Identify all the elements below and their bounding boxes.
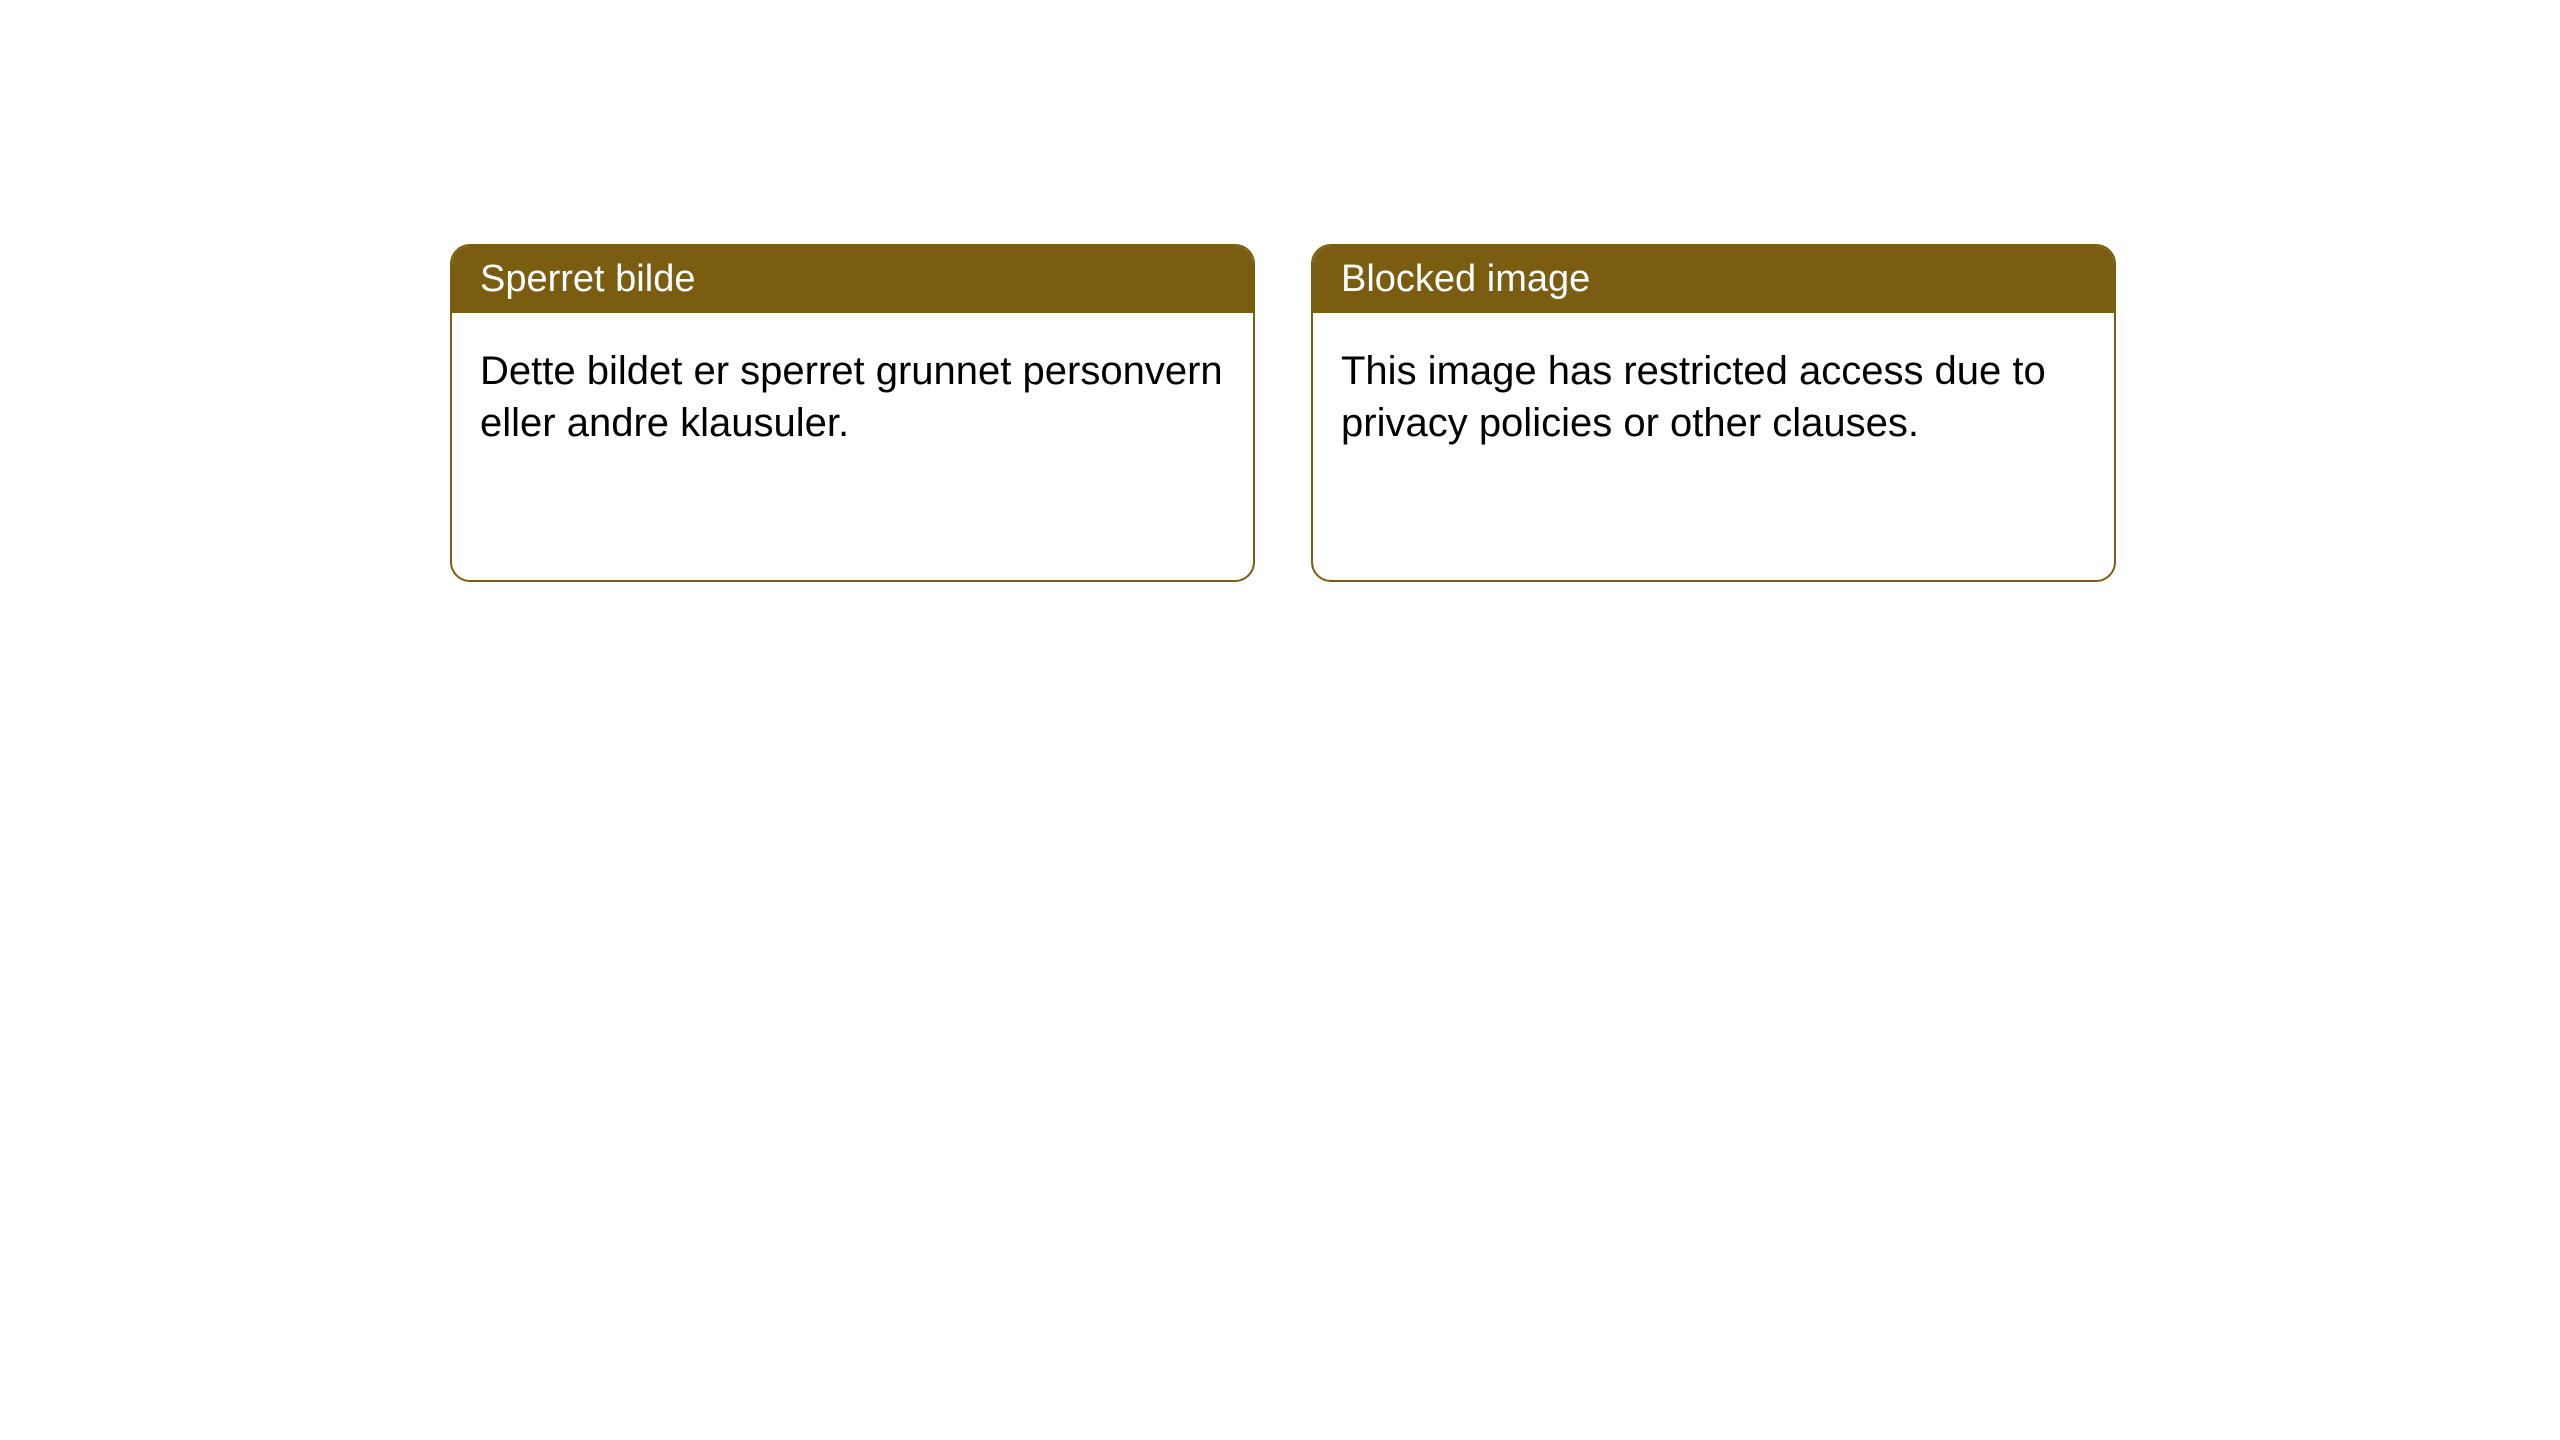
notice-card-norwegian: Sperret bilde Dette bildet er sperret gr… (450, 244, 1255, 582)
notice-title: Blocked image (1313, 246, 2114, 313)
notice-body: Dette bildet er sperret grunnet personve… (452, 313, 1253, 481)
notice-card-english: Blocked image This image has restricted … (1311, 244, 2116, 582)
notice-title: Sperret bilde (452, 246, 1253, 313)
notice-body: This image has restricted access due to … (1313, 313, 2114, 481)
blocked-image-notices: Sperret bilde Dette bildet er sperret gr… (450, 244, 2116, 582)
